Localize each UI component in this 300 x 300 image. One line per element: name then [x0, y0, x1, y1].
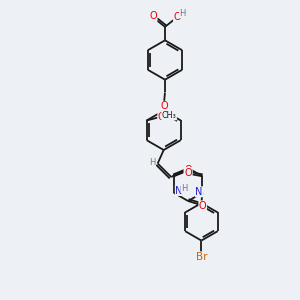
- Text: H: H: [149, 158, 156, 167]
- Text: CH₃: CH₃: [162, 111, 176, 120]
- Text: N: N: [195, 187, 203, 197]
- Text: H: H: [181, 184, 187, 193]
- Text: O: O: [199, 201, 206, 211]
- Text: O: O: [184, 167, 192, 178]
- Text: O: O: [158, 112, 166, 122]
- Text: N: N: [175, 185, 183, 196]
- Text: O: O: [149, 11, 157, 21]
- Text: H: H: [179, 9, 186, 18]
- Text: O: O: [160, 101, 168, 111]
- Text: Br: Br: [196, 252, 207, 262]
- Text: O: O: [184, 165, 192, 175]
- Text: O: O: [174, 12, 181, 22]
